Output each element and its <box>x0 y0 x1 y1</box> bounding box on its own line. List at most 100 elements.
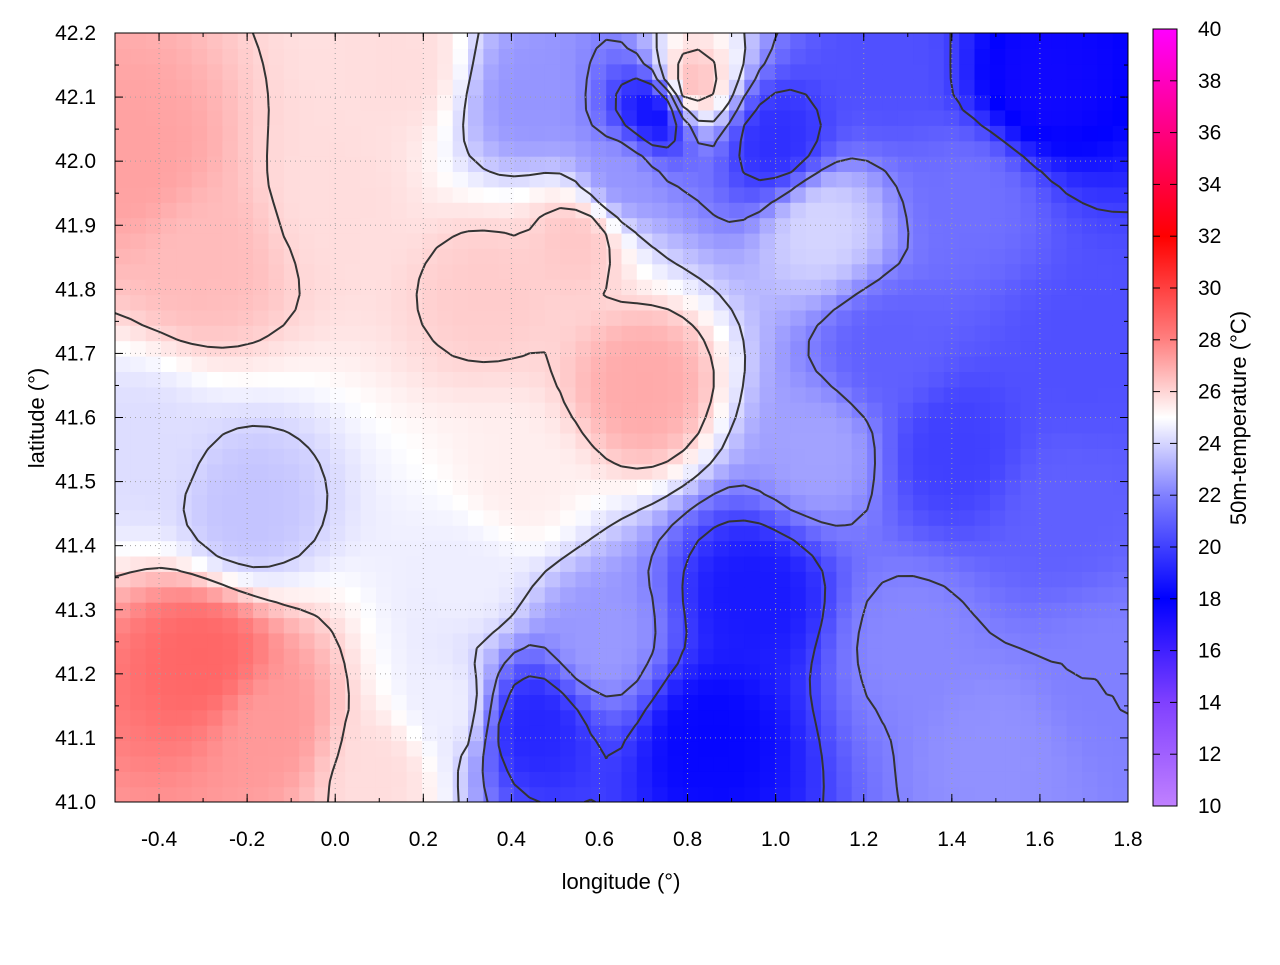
heat-cell <box>1020 309 1037 326</box>
heat-cell <box>775 479 791 495</box>
heat-cell <box>959 740 976 757</box>
heat-cell <box>406 432 423 449</box>
heat-cell <box>575 309 592 326</box>
heat-cell <box>560 694 576 711</box>
heat-cell <box>299 709 316 726</box>
heat-cell <box>299 402 316 419</box>
heat-cell <box>207 263 223 280</box>
heat-cell <box>728 448 745 465</box>
heat-cell <box>176 463 193 480</box>
heat-cell <box>283 417 300 434</box>
heat-cell <box>161 494 177 511</box>
heat-cell <box>514 586 530 603</box>
heat-cell <box>974 632 991 649</box>
heat-cell <box>713 386 730 403</box>
heat-cell <box>575 232 592 249</box>
x-tick-label: -0.4 <box>141 828 178 851</box>
heat-cell <box>652 156 669 172</box>
heat-cell <box>590 63 607 80</box>
heat-cell <box>713 263 730 280</box>
heat-cell <box>375 171 392 188</box>
heat-cell <box>283 186 300 203</box>
heat-cell <box>836 479 853 495</box>
heat-cell <box>222 663 239 680</box>
heat-cell <box>299 217 316 234</box>
heat-cell <box>161 309 177 326</box>
heat-cell <box>989 125 1006 142</box>
heat-cell <box>299 63 316 80</box>
heat-cell <box>851 586 868 603</box>
heat-cell <box>1066 540 1083 557</box>
heat-cell <box>329 694 346 711</box>
heat-cell <box>176 325 193 342</box>
heat-cell <box>237 33 254 49</box>
heat-cell <box>867 786 883 802</box>
heat-cell <box>1005 679 1022 695</box>
heat-cell <box>928 248 945 265</box>
heat-cell <box>498 94 515 111</box>
heat-cell <box>974 432 991 449</box>
heat-cell <box>897 786 914 802</box>
heat-cell <box>636 309 653 326</box>
heat-cell <box>375 294 392 311</box>
heat-cell <box>529 48 546 65</box>
heat-cell <box>913 325 929 342</box>
heat-cell <box>514 463 530 480</box>
heat-cell <box>207 63 223 80</box>
heat-cell <box>790 202 807 219</box>
heat-cell <box>375 33 392 49</box>
heat-cell <box>775 694 791 711</box>
heat-cell <box>928 786 945 802</box>
heat-cell <box>161 617 177 634</box>
heat-cell <box>667 555 684 572</box>
heat-cell <box>115 109 131 126</box>
heat-cell <box>1020 463 1037 480</box>
heat-cell <box>606 755 623 772</box>
heat-cell <box>959 617 976 634</box>
heat-cell <box>422 571 438 588</box>
heat-cell <box>437 525 454 542</box>
heat-cell <box>1051 33 1068 49</box>
heat-cell <box>329 263 346 280</box>
heat-cell <box>882 48 899 65</box>
x-tick-label: 1.6 <box>1025 828 1054 851</box>
heat-cell <box>176 679 193 695</box>
heat-cell <box>437 33 454 49</box>
heat-cell <box>606 663 623 680</box>
heat-cell <box>161 109 177 126</box>
heat-cell <box>590 632 607 649</box>
heat-cell <box>161 740 177 757</box>
heat-cell <box>1066 648 1083 665</box>
heat-cell <box>253 356 269 372</box>
heat-cell <box>560 140 576 157</box>
heat-cell <box>468 340 484 357</box>
heat-cell <box>728 509 745 526</box>
heat-cell <box>115 186 131 203</box>
heat-cell <box>268 448 285 465</box>
heat-cell <box>805 294 822 311</box>
heat-cell <box>805 617 822 634</box>
heat-cell <box>1035 586 1052 603</box>
heat-cell <box>314 48 331 65</box>
heat-cell <box>790 786 807 802</box>
heat-cell <box>1097 679 1114 695</box>
heat-cell <box>1035 540 1052 557</box>
heat-cell <box>468 786 484 802</box>
heat-cell <box>698 632 715 649</box>
heat-cell <box>1005 294 1022 311</box>
heat-cell <box>191 325 208 342</box>
heat-cell <box>406 79 423 96</box>
heat-cell <box>483 325 500 342</box>
heat-cell <box>375 371 392 388</box>
heat-cell <box>375 202 392 219</box>
heat-cell <box>529 694 546 711</box>
heat-cell <box>452 448 469 465</box>
heat-cell <box>989 448 1006 465</box>
heat-cell <box>283 448 300 465</box>
heat-cell <box>790 632 807 649</box>
heat-cell <box>1112 709 1128 726</box>
heat-cell <box>406 248 423 265</box>
heat-cell <box>821 771 837 788</box>
heat-cell <box>391 33 408 49</box>
heat-cell <box>667 402 684 419</box>
